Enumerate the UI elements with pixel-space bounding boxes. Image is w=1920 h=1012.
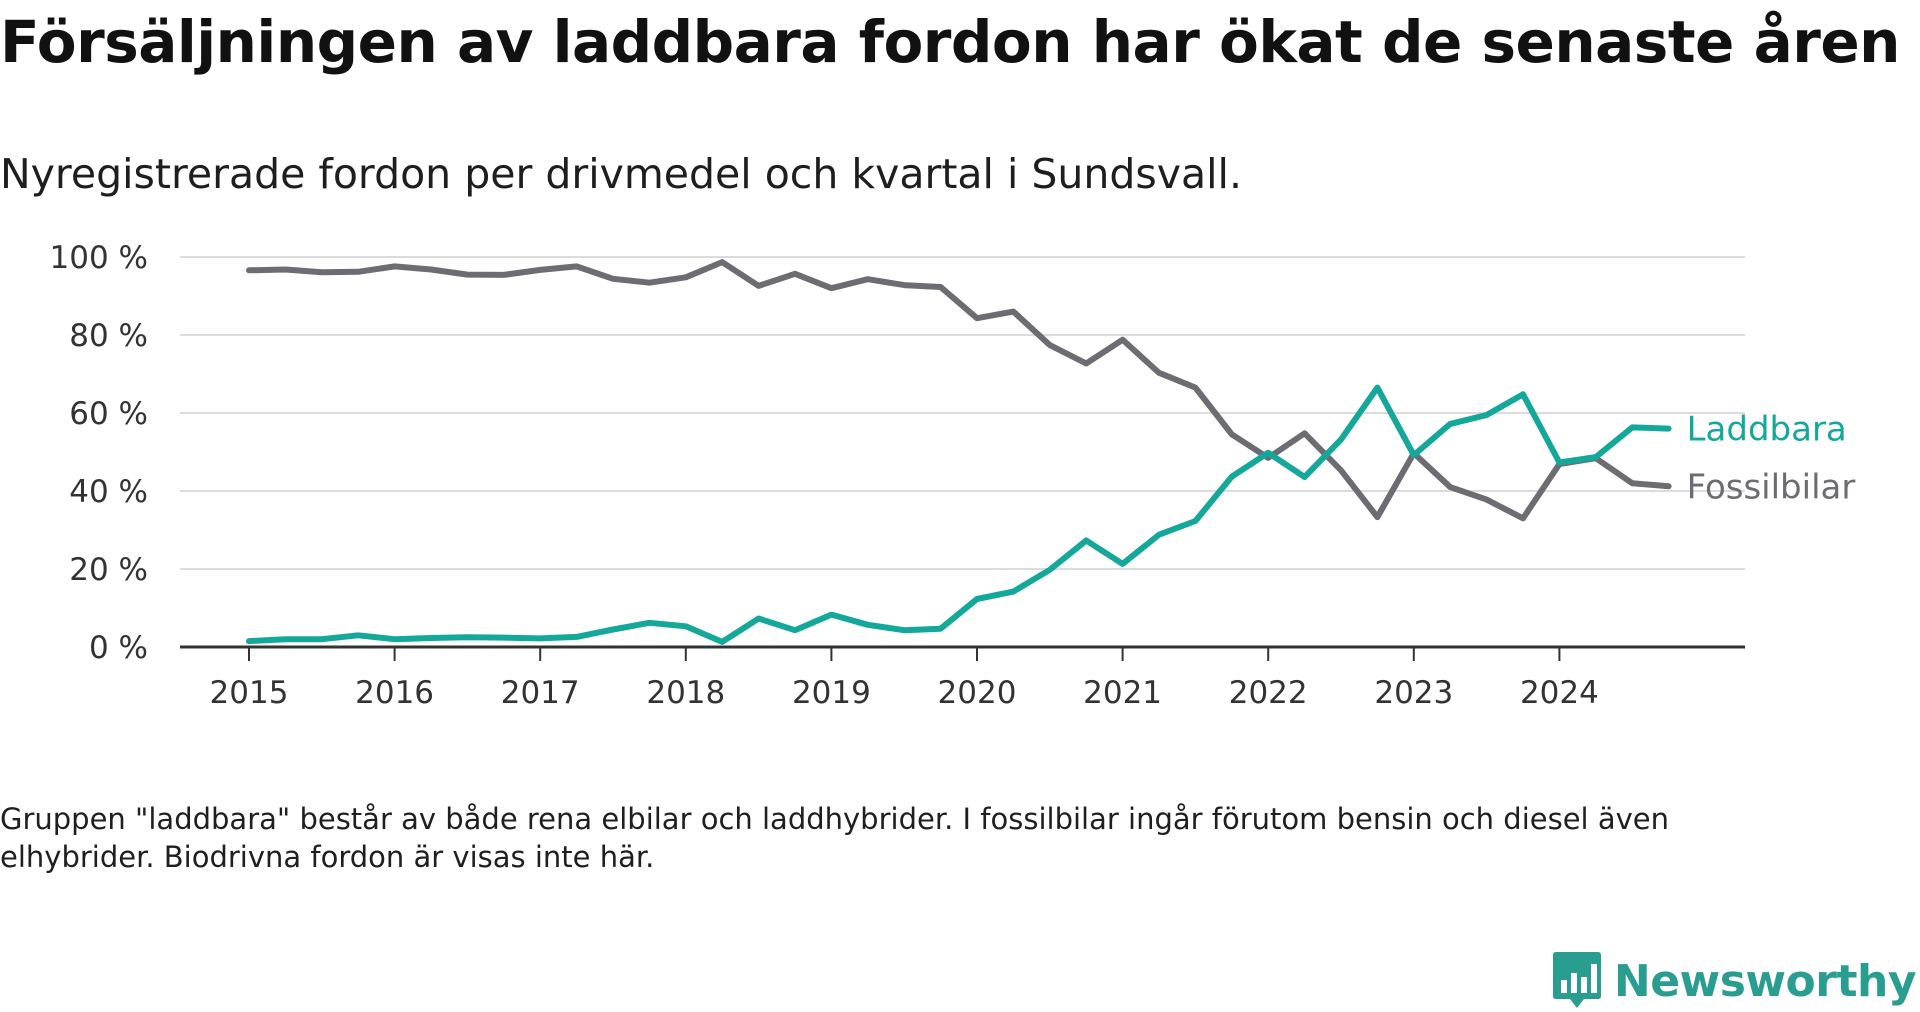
y-tick-label: 20 % <box>69 552 148 588</box>
x-tick-label: 2021 <box>1083 675 1162 711</box>
footnote: Gruppen "laddbara" består av både rena e… <box>0 800 1820 876</box>
x-tick-label: 2016 <box>355 675 434 711</box>
series-label-laddbara: Laddbara <box>1687 410 1847 450</box>
series-lines <box>249 262 1669 642</box>
series-line-laddbara <box>249 388 1669 642</box>
series-label-fossilbilar: Fossilbilar <box>1687 467 1856 507</box>
series-line-fossilbilar <box>249 262 1669 518</box>
y-tick-label: 0 % <box>89 630 148 666</box>
x-tick-label: 2019 <box>792 675 871 711</box>
y-tick-label: 40 % <box>69 474 148 510</box>
series-labels: Laddbara Fossilbilar <box>1687 410 1856 508</box>
x-tick-label: 2022 <box>1229 675 1308 711</box>
x-tick-label: 2015 <box>210 675 289 711</box>
x-tick-label: 2023 <box>1374 675 1453 711</box>
x-tick-label: 2017 <box>501 675 580 711</box>
x-tick-label: 2018 <box>646 675 725 711</box>
x-axis: 2015 2016 2017 2018 2019 2020 2021 2022 2023 2024 <box>180 647 1745 711</box>
y-axis-ticks: 0 % 20 % 40 % 60 % 80 % 100 % <box>50 240 148 666</box>
brand-name: Newsworthy <box>1614 956 1916 1007</box>
newsworthy-logo-icon <box>1552 950 1602 1012</box>
y-tick-label: 60 % <box>69 396 148 432</box>
brand-logo[interactable]: Newsworthy <box>1552 950 1916 1012</box>
x-tick-label: 2020 <box>938 675 1017 711</box>
y-tick-label: 80 % <box>69 318 148 354</box>
y-tick-label: 100 % <box>50 240 148 276</box>
x-tick-label: 2024 <box>1520 675 1599 711</box>
